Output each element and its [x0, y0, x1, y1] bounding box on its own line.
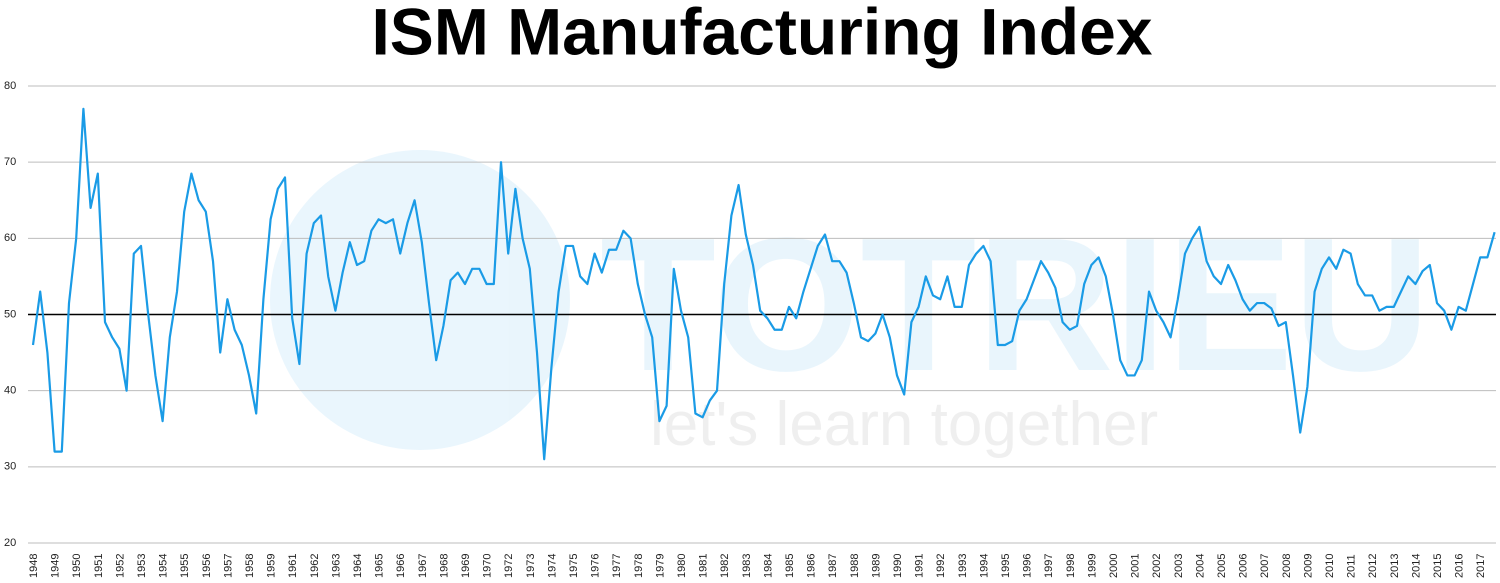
chart-title: ISM Manufacturing Index	[371, 0, 1152, 68]
x-tick-label: 2016	[1454, 554, 1466, 578]
x-tick-label: 1980	[676, 554, 688, 578]
x-tick-label: 2011	[1346, 554, 1358, 578]
x-tick-label: 2005	[1216, 554, 1228, 578]
x-tick-label: 1996	[1022, 554, 1034, 578]
x-tick-label: 2001	[1130, 554, 1142, 578]
x-tick-label: 1970	[482, 554, 494, 578]
x-tick-label: 1988	[849, 554, 861, 578]
x-tick-label: 2017	[1475, 554, 1487, 578]
x-tick-label: 1958	[244, 554, 256, 578]
x-tick-label: 1981	[698, 554, 710, 578]
x-tick-label: 1956	[201, 554, 213, 578]
watermark-logo	[270, 150, 570, 450]
x-tick-label: 1959	[266, 554, 278, 578]
x-tick-label: 1975	[568, 554, 580, 578]
x-tick-label: 1989	[870, 554, 882, 578]
x-tick-label: 1965	[374, 554, 386, 578]
x-tick-label: 1998	[1065, 554, 1077, 578]
x-tick-label: 1983	[741, 554, 753, 578]
x-tick-label: 2010	[1324, 554, 1336, 578]
x-tick-label: 1955	[179, 554, 191, 578]
y-tick-label: 60	[4, 232, 16, 244]
x-tick-label: 1957	[222, 554, 234, 578]
x-tick-label: 1992	[935, 554, 947, 578]
x-tick-label: 1968	[438, 554, 450, 578]
x-tick-label: 1997	[1043, 554, 1055, 578]
x-tick-label: 2000	[1108, 554, 1120, 578]
x-tick-label: 1984	[762, 554, 774, 578]
x-tick-label: 1954	[158, 554, 170, 578]
x-tick-label: 1973	[525, 554, 537, 578]
x-tick-label: 1950	[71, 554, 83, 578]
x-tick-label: 1985	[784, 554, 796, 578]
x-tick-label: 1949	[50, 554, 62, 578]
x-tick-label: 1962	[309, 554, 321, 578]
x-tick-label: 2015	[1432, 554, 1444, 578]
x-tick-label: 1964	[352, 554, 364, 578]
x-tick-label: 1963	[330, 554, 342, 578]
x-tick-label: 1982	[719, 554, 731, 578]
x-tick-label: 1961	[287, 554, 299, 578]
x-tick-label: 1986	[806, 554, 818, 578]
x-tick-label: 1999	[1086, 554, 1098, 578]
x-tick-label: 1953	[136, 554, 148, 578]
x-tick-label: 2009	[1302, 554, 1314, 578]
y-tick-label: 20	[4, 537, 16, 549]
x-tick-label: 1991	[914, 554, 926, 578]
x-tick-label: 2002	[1151, 554, 1163, 578]
data-line	[31, 107, 1496, 461]
x-tick-label: 1979	[654, 554, 666, 578]
watermark-brand: TOTRIEU	[600, 199, 1430, 411]
x-tick-label: 2012	[1367, 554, 1379, 578]
x-tick-label: 1993	[957, 554, 969, 578]
x-tick-label: 1967	[417, 554, 429, 578]
x-tick-label: 1990	[892, 554, 904, 578]
x-tick-label: 2007	[1259, 554, 1271, 578]
x-tick-label: 1976	[590, 554, 602, 578]
x-tick-label: 1995	[1000, 554, 1012, 578]
x-tick-label: 2003	[1173, 554, 1185, 578]
x-tick-label: 1948	[28, 554, 40, 578]
x-tick-label: 1994	[978, 554, 990, 578]
x-tick-label: 2008	[1281, 554, 1293, 578]
x-tick-label: 2014	[1410, 554, 1422, 578]
y-tick-label: 40	[4, 385, 16, 397]
x-tick-label: 1978	[633, 554, 645, 578]
x-tick-label: 1952	[114, 554, 126, 578]
y-tick-label: 30	[4, 461, 16, 473]
x-tick-label: 1974	[546, 554, 558, 578]
x-tick-label: 2013	[1389, 554, 1401, 578]
x-tick-label: 1972	[503, 554, 515, 578]
x-tick-label: 1969	[460, 554, 472, 578]
x-tick-label: 2006	[1238, 554, 1250, 578]
x-tick-label: 1987	[827, 554, 839, 578]
x-tick-label: 2004	[1194, 554, 1206, 578]
x-tick-label: 1977	[611, 554, 623, 578]
x-tick-label: 1966	[395, 554, 407, 578]
watermark-tagline: let's learn together	[650, 390, 1158, 459]
y-tick-label: 50	[4, 308, 16, 320]
y-tick-label: 70	[4, 156, 16, 168]
y-tick-label: 80	[4, 80, 16, 92]
x-tick-label: 1951	[93, 554, 105, 578]
